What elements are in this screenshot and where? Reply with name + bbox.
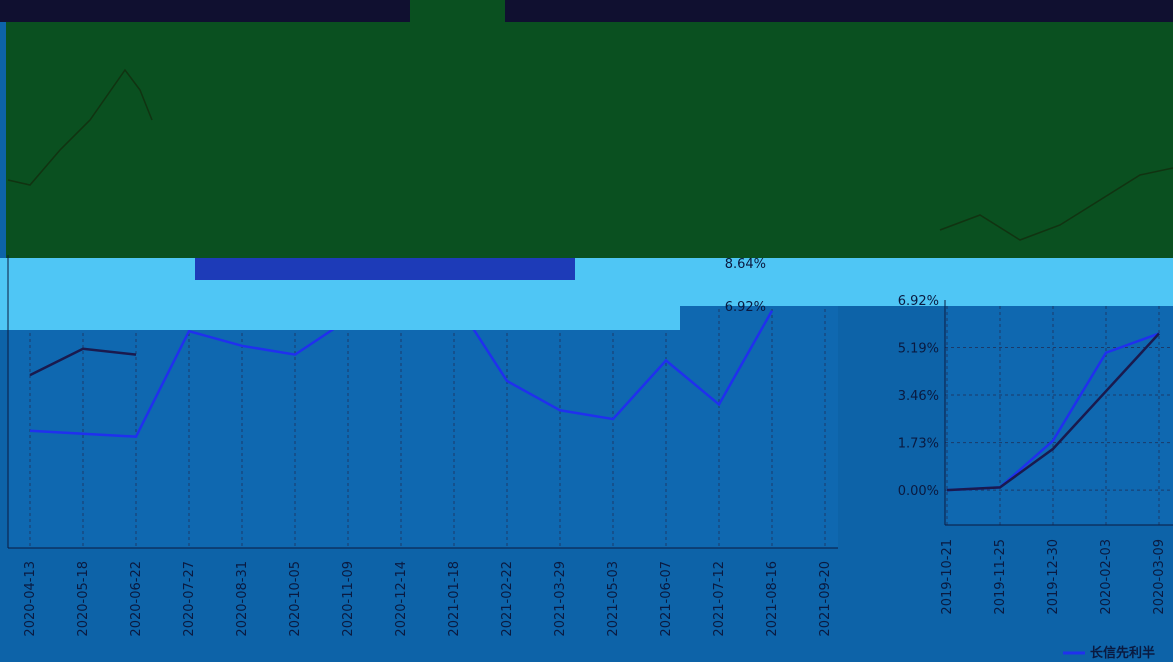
x-tick-label: 2021-09-20 (818, 561, 833, 637)
y-tick-label: 5.19% (898, 342, 939, 357)
series-line (29, 347, 137, 377)
glitch-band (195, 258, 575, 280)
y-tick-label: 6.92% (898, 294, 939, 309)
x-tick-label: 2021-08-16 (765, 561, 780, 637)
glitch-line (939, 167, 1173, 241)
legend-label: 长信先利半 (1090, 645, 1155, 661)
y-tick-label: 1.73% (898, 437, 939, 452)
x-tick-label: 2020-10-05 (288, 561, 303, 637)
x-tick-label: 2021-05-03 (606, 561, 621, 637)
x-tick-label: 2020-11-09 (341, 561, 356, 637)
x-tick-label: 2020-12-14 (394, 561, 409, 637)
x-tick-label: 2020-05-18 (76, 561, 91, 637)
x-tick-label: 2019-11-25 (993, 539, 1008, 615)
x-tick-label: 2020-02-03 (1099, 539, 1114, 615)
y-tick-label: 3.46% (898, 389, 939, 404)
overlay-label: 6.92% (725, 300, 766, 315)
x-tick-label: 2021-07-12 (712, 561, 727, 637)
plot-area-right (945, 300, 1173, 525)
x-tick-label: 2020-07-27 (182, 561, 197, 637)
x-tick-label: 2020-04-13 (23, 561, 38, 637)
glitch-line (7, 68, 153, 186)
x-tick-label: 2020-06-22 (129, 561, 144, 637)
x-tick-label: 2021-03-29 (553, 561, 568, 637)
glitch-band (6, 22, 1173, 258)
x-tick-label: 2020-03-09 (1152, 539, 1167, 615)
x-tick-label: 2019-10-21 (940, 539, 955, 615)
glitch-band (0, 0, 1173, 22)
y-tick-label: 0.00% (898, 484, 939, 499)
glitch-band (680, 258, 1173, 306)
glitch-band (410, 0, 505, 22)
x-tick-label: 2021-01-18 (447, 561, 462, 637)
x-tick-label: 2020-08-31 (235, 561, 250, 637)
series-line (946, 332, 1160, 492)
x-tick-label: 2019-12-30 (1046, 539, 1061, 615)
x-tick-label: 2021-02-22 (500, 561, 515, 637)
overlay-label: 8.64% (725, 257, 766, 272)
x-tick-label: 2021-06-07 (659, 561, 674, 637)
